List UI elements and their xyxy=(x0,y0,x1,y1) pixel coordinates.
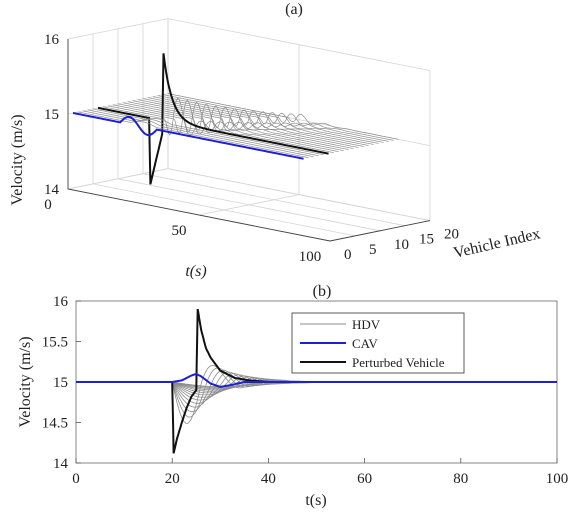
hdv-trace xyxy=(152,96,384,143)
hdv-line xyxy=(76,376,557,396)
grid-line-y-floor xyxy=(92,183,356,237)
hdv-line xyxy=(76,375,557,398)
hdv-trace xyxy=(117,103,349,150)
panel-a-ylabel: Vehicle Index xyxy=(452,225,542,261)
panel-b-xtick: 60 xyxy=(357,471,372,487)
panel-b-ytick: 15.5 xyxy=(42,335,68,351)
panel-b-ylabel: Velocity (m/s) xyxy=(17,336,34,427)
panel-b-label: (b) xyxy=(313,283,332,300)
panel-a-xtick: 100 xyxy=(299,249,322,265)
hdv-trace xyxy=(147,97,379,144)
panel-a-xtick: 50 xyxy=(172,223,187,239)
hdv-trace xyxy=(102,97,334,153)
hdv-trace xyxy=(167,93,399,140)
panel-b-ytick: 16 xyxy=(53,294,69,310)
panel-b-ytick: 15 xyxy=(53,375,68,391)
panel-a-ztick: 16 xyxy=(44,32,60,48)
hdv-trace xyxy=(107,100,339,152)
legend-perturbed-label: Perturbed Vehicle xyxy=(352,355,445,370)
panel-b-xtick: 0 xyxy=(72,471,80,487)
panel-b-xtick: 20 xyxy=(165,471,180,487)
hdv-trace xyxy=(92,108,324,156)
panel-a-ytick: 20 xyxy=(444,227,459,243)
hdv-line xyxy=(76,379,557,388)
hdv-trace xyxy=(157,95,389,142)
panel-b-ytick: 14.5 xyxy=(42,416,68,432)
hdv-line xyxy=(76,379,557,389)
panel-b-xtick: 100 xyxy=(546,471,569,487)
panel-a-xtick: 0 xyxy=(44,197,52,213)
grid-line-z xyxy=(67,18,431,71)
hdv-line xyxy=(76,369,557,413)
panel-b-xtick: 80 xyxy=(453,471,468,487)
hdv-trace xyxy=(162,94,394,141)
panel-a-ztick: 15 xyxy=(44,107,59,123)
panel-b-lines xyxy=(76,308,557,454)
legend-cav-label: CAV xyxy=(352,336,378,351)
panel-a-lines xyxy=(72,53,399,185)
cav-trace xyxy=(72,112,304,160)
hdv-line xyxy=(76,373,557,404)
panel-b-legend: HDV CAV Perturbed Vehicle xyxy=(291,312,465,374)
legend-hdv-label: HDV xyxy=(352,317,381,332)
panel-a-zlabel: Velocity (m/s) xyxy=(9,114,26,205)
panel-a-ytick: 5 xyxy=(369,242,377,258)
hdv-line xyxy=(76,377,557,392)
panel-b-xtick: 40 xyxy=(261,471,276,487)
panel-b: (b) 0 20 40 60 80 100 14 14.5 15 15.5 16 HDV CAV P… xyxy=(17,283,568,509)
panel-a-label: (a) xyxy=(285,1,303,18)
axis-edges xyxy=(67,39,431,242)
hdv-line xyxy=(76,378,557,391)
panel-a-ytick: 15 xyxy=(419,232,434,248)
panel-b-ytick: 14 xyxy=(53,456,69,472)
hdv-trace xyxy=(112,101,344,151)
hdv-line xyxy=(76,367,557,418)
panel-a-ytick: 10 xyxy=(394,237,409,253)
panel-a-xlabel: t(s) xyxy=(185,263,206,280)
panel-a-ztick: 14 xyxy=(44,182,60,198)
hdv-line xyxy=(76,371,557,408)
hdv-line xyxy=(76,365,557,424)
panel-b-ticks: 0 20 40 60 80 100 14 14.5 15 15.5 16 xyxy=(42,294,569,487)
panel-a-ytick: 0 xyxy=(344,247,352,263)
panel-a-ticks: 14 15 16 0 50 100 0 5 10 15 20 xyxy=(44,32,459,265)
hdv-line xyxy=(76,377,557,394)
panel-b-xlabel: t(s) xyxy=(305,492,326,509)
hdv-line xyxy=(76,374,557,401)
cav-line xyxy=(76,372,557,388)
hdv-trace xyxy=(122,102,354,149)
hdv-trace xyxy=(77,111,309,159)
hdv-trace xyxy=(82,110,314,158)
grid-line-y-floor xyxy=(117,178,381,232)
grid-line-y-floor xyxy=(142,173,406,227)
grid-line-y-floor xyxy=(167,168,431,221)
perturbed-trace xyxy=(97,53,329,185)
